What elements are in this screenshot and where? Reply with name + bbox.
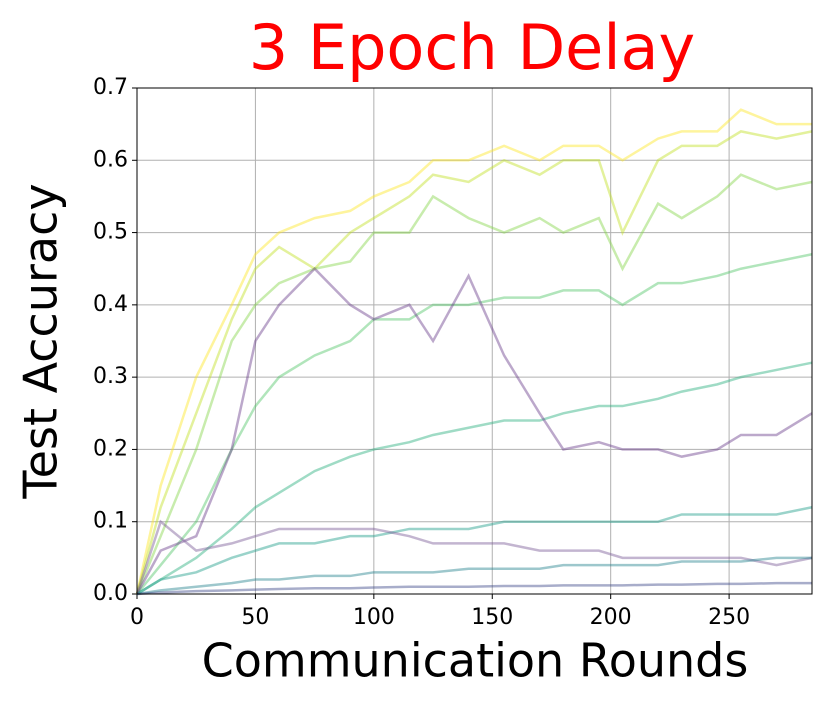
series-line	[136, 556, 812, 596]
x-tick-label: 250	[708, 605, 750, 630]
y-tick-label: 0.0	[93, 581, 128, 606]
series-line	[136, 581, 812, 596]
series-line	[135, 173, 813, 595]
series-line	[136, 253, 813, 595]
x-tick-label: 50	[241, 605, 269, 630]
x-tick-label: 100	[353, 605, 395, 630]
y-tick-label: 0.5	[93, 220, 128, 245]
y-tick-label: 0.2	[93, 436, 128, 461]
y-tick-label: 0.1	[93, 509, 128, 534]
y-tick-label: 0.4	[93, 292, 128, 317]
y-tick-label: 0.6	[93, 147, 128, 172]
x-tick-label: 150	[471, 605, 513, 630]
plot-frame	[136, 87, 813, 595]
series-line	[135, 519, 813, 595]
x-tick-label: 200	[590, 605, 632, 630]
y-tick-label: 0.7	[93, 75, 128, 100]
x-axis-label: Communication Rounds	[202, 634, 749, 688]
series-line	[136, 506, 813, 596]
y-axis-label: Test Accuracy	[14, 183, 68, 499]
series-line	[135, 130, 813, 595]
x-tick-label: 0	[130, 605, 144, 630]
y-tick-label: 0.3	[93, 364, 128, 389]
chart-title: 3 Epoch Delay	[249, 11, 696, 84]
series-line	[136, 361, 813, 596]
series-line	[135, 108, 812, 595]
series-line	[135, 266, 813, 595]
